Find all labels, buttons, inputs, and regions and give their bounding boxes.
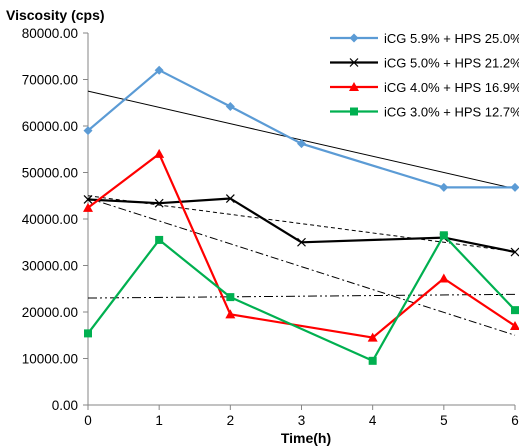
data-point-square — [155, 235, 164, 244]
y-tick-label: 70000.00 — [22, 73, 78, 88]
y-tick-label: 40000.00 — [22, 212, 78, 227]
y-tick-label: 20000.00 — [22, 305, 78, 320]
trendline — [87, 293, 516, 299]
x-tick-label: 1 — [155, 413, 163, 428]
x-tick-label: 2 — [227, 413, 235, 428]
legend-label: iCG 3.0% + HPS 12.7% — [384, 105, 519, 120]
data-point-diamond — [83, 126, 93, 136]
legend-label: iCG 4.0% + HPS 16.9% — [384, 80, 519, 95]
y-tick-label: 60000.00 — [22, 119, 78, 134]
x-axis-title: Time(h) — [281, 430, 331, 446]
series-line — [87, 234, 516, 362]
data-point-diamond — [225, 101, 235, 111]
legend: iCG 5.9% + HPS 25.0% iCG 5.0% + HPS 21.2%… — [330, 31, 519, 120]
x-tick-label: 4 — [369, 413, 377, 428]
data-point-triangle — [438, 273, 449, 283]
data-point-triangle — [367, 332, 378, 342]
series-lines — [83, 65, 519, 365]
data-point-diamond — [297, 139, 306, 149]
series-1 — [83, 65, 519, 192]
y-tick-label: 10000.00 — [22, 352, 78, 367]
series-line — [87, 69, 515, 189]
data-point-triangle — [225, 309, 236, 319]
data-point-triangle — [349, 82, 359, 91]
data-point-triangle — [510, 320, 519, 330]
data-point-square — [439, 231, 448, 240]
data-point-diamond — [439, 182, 449, 192]
data-point-square — [226, 293, 235, 302]
data-point-x — [510, 247, 519, 257]
data-point-square — [511, 306, 519, 315]
x-tick-label: 0 — [84, 413, 92, 428]
series-line — [87, 152, 516, 339]
series-3 — [83, 148, 519, 342]
data-point-x-stroke — [83, 195, 93, 204]
data-point-diamond — [510, 182, 519, 192]
data-point-triangle — [154, 148, 165, 158]
series-4 — [84, 231, 519, 365]
legend-item: iCG 3.0% + HPS 12.7% — [330, 105, 519, 120]
trendline — [87, 197, 516, 336]
data-point-diamond — [154, 65, 164, 75]
data-point-square — [84, 329, 92, 338]
data-point-triangle — [83, 202, 93, 212]
y-tick-label: 30000.00 — [22, 259, 78, 274]
y-tick-label: 0.00 — [52, 398, 78, 413]
data-point-x — [349, 58, 359, 67]
y-tick-label: 50000.00 — [22, 166, 78, 181]
y-tick-label: 80000.00 — [22, 26, 78, 41]
x-tick-label: 3 — [298, 413, 306, 428]
trendlines — [87, 90, 516, 336]
legend-label: iCG 5.9% + HPS 25.0% — [384, 31, 519, 46]
data-point-x — [225, 194, 235, 203]
series-line — [87, 197, 516, 254]
data-point-square — [368, 356, 377, 365]
data-point-diamond — [349, 33, 359, 43]
y-axis-title: Viscosity (cps) — [6, 7, 105, 23]
x-tick-label: 5 — [440, 413, 448, 428]
data-point-x-stroke — [297, 237, 306, 247]
axes: 0.00 10000.00 20000.00 30000.00 40000.00 5000… — [22, 26, 519, 428]
data-point-x-stroke — [225, 194, 235, 203]
legend-item: iCG 5.0% + HPS 21.2% — [330, 56, 519, 71]
data-point-x — [297, 237, 306, 247]
data-point-x-stroke — [154, 198, 164, 208]
data-point-x — [83, 195, 93, 204]
data-point-x — [154, 198, 164, 208]
data-point-x-stroke — [510, 247, 519, 257]
x-tick-label: 6 — [511, 413, 519, 428]
data-point-square — [350, 107, 358, 116]
legend-item: iCG 5.9% + HPS 25.0% — [330, 31, 519, 46]
legend-label: iCG 5.0% + HPS 21.2% — [384, 56, 519, 71]
legend-item: iCG 4.0% + HPS 16.9% — [330, 80, 519, 95]
data-point-x-stroke — [349, 58, 359, 67]
trendline — [87, 195, 516, 253]
